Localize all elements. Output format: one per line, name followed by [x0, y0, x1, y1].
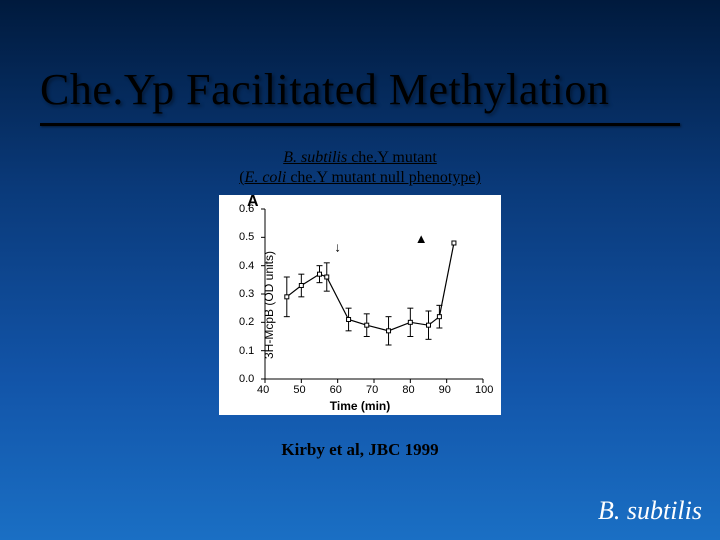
- chart-svg: ↓▲: [219, 195, 501, 415]
- slide-title: Che.Yp Facilitated Methylation: [40, 64, 680, 115]
- y-tick-label: 0.0: [239, 373, 254, 385]
- subtitle-species-2: E. coli: [245, 169, 287, 186]
- y-tick-label: 0.5: [239, 231, 254, 243]
- x-tick-label: 90: [439, 384, 451, 396]
- subtitle-species-1: B. subtilis: [283, 149, 347, 166]
- x-tick-label: 70: [366, 384, 378, 396]
- subtitle-rest-1: che.Y mutant: [347, 149, 437, 166]
- svg-text:↓: ↓: [334, 240, 341, 255]
- subtitle-rest-2: che.Y mutant null phenotype): [286, 169, 480, 186]
- subtitle-block: B. subtilis che.Y mutant (E. coli che.Y …: [0, 148, 720, 188]
- chart-xlabel: Time (min): [330, 399, 390, 413]
- x-tick-label: 50: [293, 384, 305, 396]
- x-tick-label: 40: [257, 384, 269, 396]
- y-tick-label: 0.6: [239, 203, 254, 215]
- subtitle-line-1: B. subtilis che.Y mutant: [0, 148, 720, 168]
- chart-container: A 3H-McpB (OD units) ↓▲ Time (min) 40506…: [219, 195, 501, 415]
- y-tick-label: 0.3: [239, 288, 254, 300]
- x-tick-label: 80: [402, 384, 414, 396]
- y-tick-label: 0.2: [239, 316, 254, 328]
- footer-species: B. subtilis: [598, 496, 702, 526]
- title-block: Che.Yp Facilitated Methylation: [40, 64, 680, 126]
- title-underline: [40, 123, 680, 126]
- x-tick-label: 100: [475, 384, 493, 396]
- y-tick-label: 0.1: [239, 345, 254, 357]
- x-tick-label: 60: [330, 384, 342, 396]
- y-tick-label: 0.4: [239, 260, 254, 272]
- svg-text:▲: ▲: [415, 231, 428, 246]
- subtitle-line-2: (E. coli che.Y mutant null phenotype): [0, 168, 720, 188]
- citation-text: Kirby et al, JBC 1999: [0, 440, 720, 460]
